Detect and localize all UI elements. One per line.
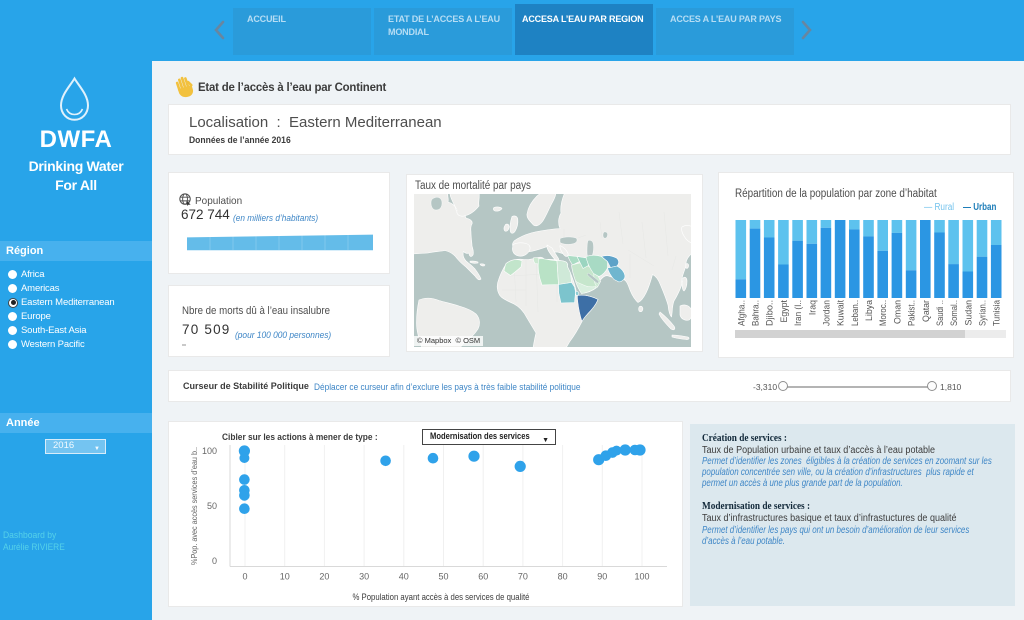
svg-text:0: 0 (212, 556, 217, 566)
svg-text:0: 0 (242, 572, 247, 582)
svg-text:% Population ayant accès à des: % Population ayant accès à des services … (353, 592, 530, 603)
svg-text:80: 80 (558, 572, 568, 582)
svg-text:20: 20 (319, 572, 329, 582)
svg-text:50: 50 (207, 501, 217, 511)
svg-text:70: 70 (518, 572, 528, 582)
svg-text:Libya: Libya (864, 300, 874, 321)
svg-text:100: 100 (202, 446, 217, 456)
svg-text:Djibo..: Djibo.. (765, 300, 775, 326)
svg-text:100: 100 (634, 572, 649, 582)
svg-text:Syrian..: Syrian.. (978, 300, 988, 326)
svg-text:Jordan: Jordan (821, 300, 831, 326)
svg-text:Qatar: Qatar (921, 300, 931, 322)
svg-text:10: 10 (280, 572, 290, 582)
svg-text:Leban..: Leban.. (850, 300, 860, 326)
svg-text:Bahra..: Bahra.. (751, 300, 761, 326)
svg-text:Kuwait: Kuwait (836, 299, 846, 326)
svg-text:Egypt: Egypt (779, 299, 789, 322)
svg-text:Tunisia: Tunisia (992, 300, 1002, 326)
svg-text:90: 90 (597, 572, 607, 582)
svg-text:Moroc..: Moroc.. (878, 300, 888, 326)
svg-text:60: 60 (478, 572, 488, 582)
svg-text:Iraq: Iraq (807, 300, 817, 315)
svg-text:40: 40 (399, 572, 409, 582)
svg-text:Iran (I..: Iran (I.. (793, 300, 803, 326)
svg-text:Pakist..: Pakist.. (907, 300, 917, 326)
svg-text:50: 50 (438, 572, 448, 582)
svg-text:30: 30 (359, 572, 369, 582)
svg-text:Sudan: Sudan (963, 300, 973, 326)
svg-text:Oman: Oman (892, 300, 902, 324)
svg-text:%Pop. avec accès services d’ea: %Pop. avec accès services d’eau b.. (189, 447, 199, 565)
svg-text:Afgha..: Afgha.. (736, 300, 746, 326)
svg-text:Saudi ..: Saudi .. (935, 300, 945, 326)
svg-text:Somal..: Somal.. (949, 300, 959, 326)
